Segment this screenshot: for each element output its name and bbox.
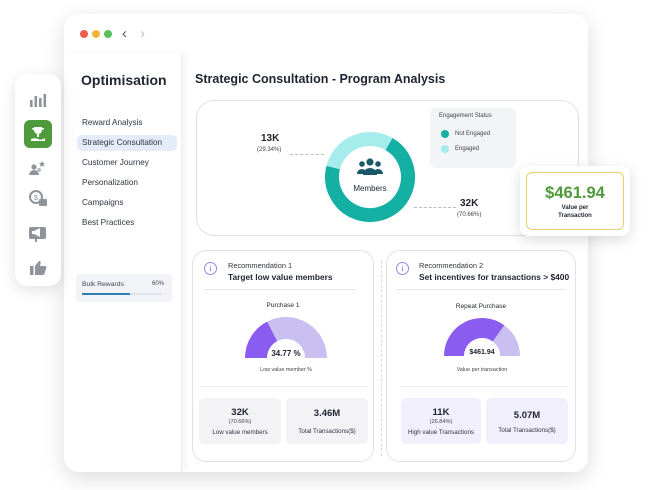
gauge-2 [444,318,520,357]
forward-arrow-icon[interactable]: › [140,25,145,42]
kpi-label: Total Transactions($) [498,427,556,434]
app-window: ‹ › Optimisation Reward Analysis Strateg… [64,14,588,472]
value-label-line1: Value per [561,205,589,211]
bar-chart-icon[interactable] [26,88,50,112]
kpi-total-transactions: 5.07M Total Transactions($) [486,398,568,444]
users-star-icon[interactable] [26,156,50,180]
gauge-1-title: Purchase 1 [266,302,300,309]
info-icon[interactable]: i [396,262,409,275]
divider [204,289,356,290]
members-donut-chart [325,132,415,222]
sidebar-item-reward-analysis[interactable]: Reward Analysis [82,118,143,127]
kpi-label: Total Transactions($) [298,428,356,435]
legend-item-engaged: Engaged [441,145,479,153]
kpi-total-transactions: 3.46M Total Transactions($) [286,398,368,444]
legend-label: Not Engaged [455,131,491,137]
gauge-1-caption: Low value member % [260,367,312,373]
engaged-leader-line [414,207,456,208]
recommendation-2-kicker: Recommendation 2 [419,261,484,270]
kpi-value: 5.07M [513,410,541,421]
thumbs-up-icon[interactable] [26,256,50,280]
coin-list-icon[interactable]: $ [26,186,50,210]
engaged-percent: (70.66%) [457,212,482,218]
info-icon[interactable]: i [204,262,217,275]
divider [396,289,566,290]
sidebar-item-strategic-consultation[interactable]: Strategic Consultation [77,135,177,151]
column-divider [381,260,382,456]
gauge-2-caption: Value per transaction [456,367,508,373]
kpi-value: 11K [432,407,450,418]
donut-hole [339,146,401,208]
members-group-icon [357,158,383,175]
kpi-subvalue: (26.84%) [429,419,453,425]
gauge-2-title: Repeat Purchase [455,303,507,310]
bulk-rewards-fill [82,293,130,295]
megaphone-icon[interactable] [26,222,50,246]
page-title: Strategic Consultation - Program Analysi… [195,72,446,86]
minimize-window-button[interactable] [92,30,100,38]
window-titlebar: ‹ › [64,14,588,54]
bulk-rewards-progress[interactable]: Bulk Rewards 60% [76,274,172,302]
sidebar-item-personalization[interactable]: Personalization [82,178,138,187]
kpi-high-value-transactions: 11K (26.84%) High value Transactions [401,398,481,444]
gauge-1 [245,317,327,359]
recommendation-1-title: Target low value members [228,272,333,282]
legend-title: Engagement Status [439,113,492,119]
back-arrow-icon[interactable]: ‹ [122,25,127,42]
recommendation-1-kicker: Recommendation 1 [228,261,293,270]
sidebar-item-best-practices[interactable]: Best Practices [82,218,135,227]
donut-segment-1 [325,138,415,222]
close-window-button[interactable] [80,30,88,38]
donut-center-label: Members [353,184,387,193]
recommendation-2-title: Set incentives for transactions > $400 [419,272,570,282]
gauge-1-value: 34.77 % [271,349,301,358]
sidebar-title: Optimisation [81,72,167,88]
gauge-remainder [267,317,327,359]
bulk-rewards-percent: 60% [151,281,164,287]
kpi-value: 3.46M [313,408,341,419]
engaged-value: 32K [460,198,479,209]
icon-rail: $ [15,74,61,286]
legend-item-not-engaged: Not Engaged [441,130,490,138]
bulk-rewards-track [82,293,162,295]
kpi-low-value-members: 32K (70.66%) Low value members [199,398,281,444]
gauge-remainder [491,325,520,357]
value-per-transaction-card: $461.94 Value per Transaction [520,166,630,236]
divider [400,386,568,387]
not-engaged-percent: (29.34%) [257,147,282,153]
gauge-2-value: $461.94 [469,349,495,356]
svg-text:$: $ [34,195,38,202]
sidebar: Optimisation Reward Analysis Strategic C… [64,54,182,472]
value-card-frame: $461.94 Value per Transaction [526,172,624,230]
maximize-window-button[interactable] [104,30,112,38]
legend-swatch-engaged [441,145,449,153]
trophy-hand-icon[interactable] [24,120,52,148]
legend-label: Engaged [455,146,480,152]
not-engaged-value: 13K [261,133,280,144]
engagement-legend: Engagement Status Not Engaged Engaged [430,108,516,168]
kpi-label: High value Transactions [407,429,475,436]
kpi-label: Low value members [212,429,268,436]
gauge-fill [245,321,278,359]
value-amount: $461.94 [545,184,605,202]
bulk-rewards-label: Bulk Rewards [82,281,124,288]
value-label-line2: Transaction [558,212,592,219]
sidebar-item-campaigns[interactable]: Campaigns [82,198,124,207]
gauge-fill [444,318,505,357]
donut-segment-0 [326,132,393,170]
not-engaged-leader-line [290,154,324,155]
legend-swatch-not-engaged [441,130,449,138]
kpi-value: 32K [231,407,249,418]
kpi-subvalue: (70.66%) [228,419,252,425]
divider [200,386,368,387]
sidebar-item-customer-journey[interactable]: Customer Journey [82,158,149,167]
